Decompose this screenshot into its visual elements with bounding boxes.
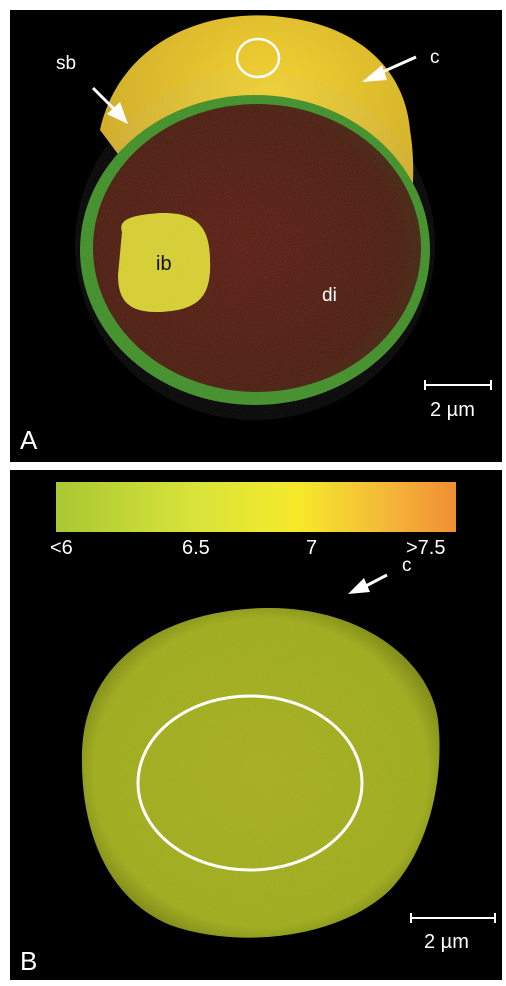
panel-letter-b: B [20, 946, 38, 976]
panel-a: sb c ib di 2 µm A [10, 10, 502, 462]
arrow-c [362, 55, 417, 82]
cell-b-image [81, 573, 440, 938]
roi-circle-b [136, 694, 364, 872]
scale-label-b: 2 µm [424, 931, 469, 953]
colorbar-tick-1: <6 [50, 537, 73, 559]
label-ib: ib [156, 253, 172, 275]
colorbar-tick-4: >7.5 [406, 537, 446, 559]
label-c-b: c [402, 555, 412, 576]
panel-letter-a: A [20, 425, 38, 455]
cell-a-image [75, 15, 435, 420]
arrow-sb [91, 86, 128, 124]
arrow-c-b [348, 573, 388, 594]
panel-b: <6 6.5 7 >7.5 c 2 µm B [10, 470, 502, 980]
scale-label-a: 2 µm [430, 399, 475, 421]
scale-bar-b [410, 913, 496, 923]
label-sb: sb [56, 53, 77, 74]
scale-bar-a [424, 380, 492, 390]
label-di: di [322, 285, 337, 306]
label-c: c [430, 47, 440, 68]
ph-colorbar [56, 482, 456, 532]
colorbar-tick-2: 6.5 [182, 537, 210, 559]
colorbar-tick-3: 7 [306, 537, 318, 559]
roi-circle [235, 37, 281, 79]
